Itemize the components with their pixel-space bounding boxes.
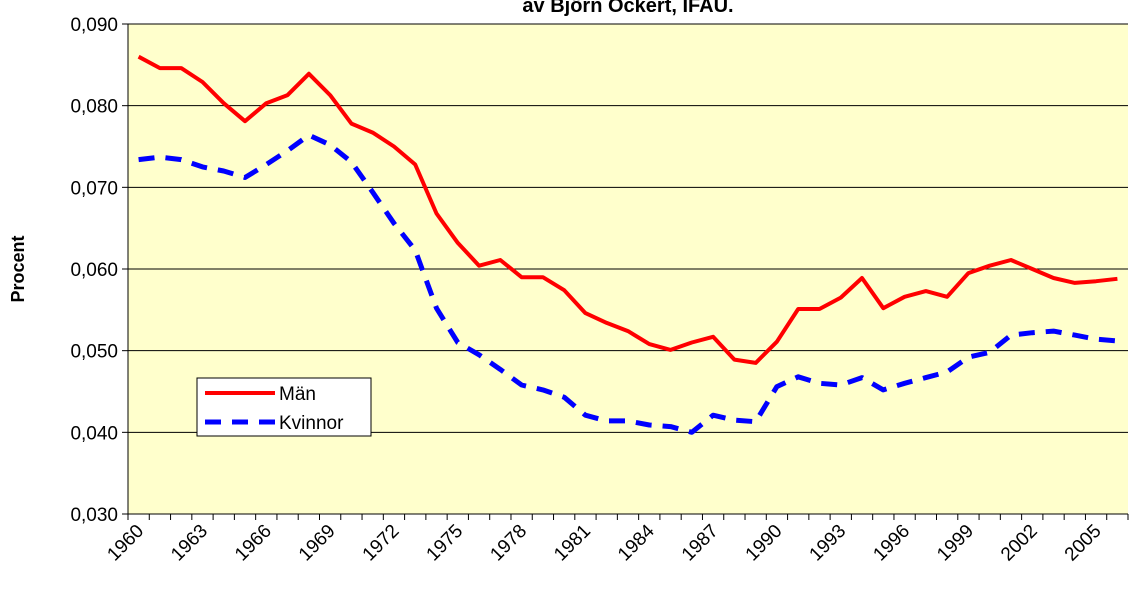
y-tick-label: 0,060: [70, 260, 118, 281]
x-tick-label: 1963: [167, 521, 212, 566]
legend-label: Kvinnor: [279, 413, 344, 434]
x-tick-label: 1969: [295, 521, 340, 566]
x-tick-label: 2002: [997, 521, 1042, 566]
x-tick-label: 1960: [103, 521, 148, 566]
x-tick-label: 1987: [678, 521, 723, 566]
x-tick-label: 1978: [486, 521, 531, 566]
series-line: [137, 54, 1118, 365]
y-axis-label: Procent: [8, 235, 28, 302]
x-tick-label: 1984: [614, 520, 659, 565]
legend-box: [196, 377, 372, 437]
x-tick-label: 1981: [550, 521, 595, 566]
y-tick-label: 0,040: [70, 423, 118, 444]
y-tick-label: 0,050: [70, 342, 118, 363]
x-tick-label: 1966: [231, 521, 276, 566]
legend-label: Män: [279, 384, 316, 405]
y-tick-label: 0,030: [70, 505, 118, 526]
y-tick-label: 0,090: [70, 15, 118, 36]
x-tick-label: 1993: [806, 521, 851, 566]
x-tick-label: 1972: [359, 521, 404, 566]
chart-title: av Björn Öckert, IFAU.: [522, 0, 733, 17]
x-tick-label: 1996: [869, 521, 914, 566]
x-tick-label: 1999: [933, 521, 978, 566]
x-tick-label: 2005: [1061, 521, 1106, 566]
series-line: [138, 132, 1118, 435]
x-tick-label: 1975: [423, 521, 468, 566]
y-tick-label: 0,080: [70, 97, 118, 118]
y-tick-label: 0,070: [70, 178, 118, 199]
x-tick-label: 1990: [742, 521, 787, 566]
